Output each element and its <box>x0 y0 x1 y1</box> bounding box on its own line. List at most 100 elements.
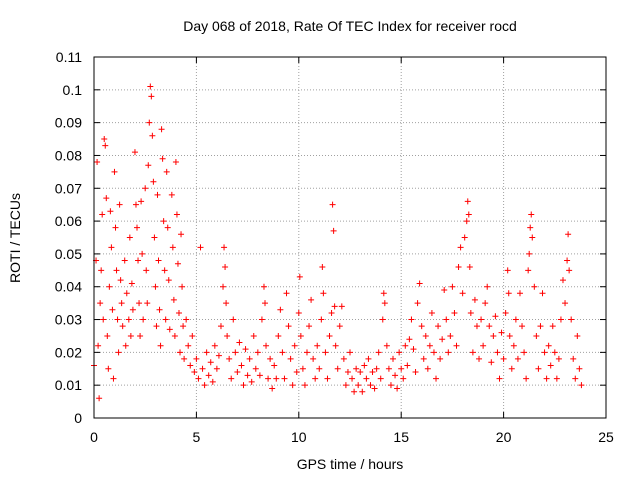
data-point <box>314 342 321 349</box>
y-tick-label: 0.03 <box>55 312 82 328</box>
data-point <box>156 306 163 313</box>
data-point <box>435 323 442 330</box>
data-point <box>209 378 216 385</box>
data-point <box>199 365 206 372</box>
data-point <box>466 264 473 271</box>
data-point <box>281 375 288 382</box>
data-point <box>275 332 282 339</box>
data-point <box>158 126 165 133</box>
data-point <box>172 159 179 166</box>
data-point <box>265 375 272 382</box>
data-point <box>301 382 308 389</box>
data-point <box>168 191 175 198</box>
data-point <box>578 382 585 389</box>
data-point <box>244 372 251 379</box>
data-point <box>119 323 126 330</box>
grid <box>94 57 606 418</box>
data-point <box>179 283 186 290</box>
y-tick-label: 0 <box>74 410 82 426</box>
data-point <box>484 283 491 290</box>
data-point <box>139 250 146 257</box>
data-point <box>293 369 300 376</box>
data-point <box>260 283 267 290</box>
data-point <box>464 198 471 205</box>
data-point <box>367 382 374 389</box>
data-point <box>140 316 147 323</box>
data-point <box>369 369 376 376</box>
data-point <box>505 290 512 297</box>
data-point <box>467 309 474 316</box>
data-point <box>351 388 358 395</box>
data-point <box>545 342 552 349</box>
data-point <box>510 342 517 349</box>
data-point <box>173 211 180 218</box>
y-tick-label: 0.02 <box>55 344 82 360</box>
data-point <box>326 332 333 339</box>
data-point <box>469 349 476 356</box>
data-point <box>410 346 417 353</box>
data-point <box>380 290 387 297</box>
data-point <box>459 290 466 297</box>
y-tick-label: 0.11 <box>56 49 82 65</box>
data-point <box>414 300 421 307</box>
data-point <box>252 365 259 372</box>
data-point <box>125 316 132 323</box>
data-point <box>521 349 528 356</box>
data-point <box>269 385 276 392</box>
data-point <box>129 306 136 313</box>
data-point <box>157 342 164 349</box>
data-point <box>494 349 501 356</box>
data-point <box>178 231 185 238</box>
data-point <box>504 267 511 274</box>
data-point <box>193 355 200 362</box>
y-tick-label: 0.1 <box>63 82 83 98</box>
data-point <box>105 365 112 372</box>
data-point <box>455 264 462 271</box>
data-point <box>377 375 384 382</box>
data-point <box>240 382 247 389</box>
data-point <box>163 168 170 175</box>
y-tick-label: 0.06 <box>55 213 82 229</box>
data-point <box>439 336 446 343</box>
data-point <box>559 277 566 284</box>
data-points <box>91 83 585 402</box>
data-point <box>174 260 181 267</box>
chart-title: Day 068 of 2018, Rate Of TEC Index for r… <box>183 18 517 34</box>
data-point <box>223 300 230 307</box>
data-point <box>151 234 158 241</box>
data-point <box>392 372 399 379</box>
data-point <box>463 218 470 225</box>
data-point <box>408 316 415 323</box>
data-point <box>535 365 542 372</box>
data-point <box>185 342 192 349</box>
data-point <box>498 329 505 336</box>
data-point <box>94 159 101 166</box>
data-point <box>246 355 253 362</box>
data-point <box>433 375 440 382</box>
data-point <box>318 316 325 323</box>
data-point <box>234 369 241 376</box>
data-point <box>324 375 331 382</box>
data-point <box>258 316 265 323</box>
x-tick-label: 15 <box>393 429 409 445</box>
data-point <box>277 306 284 313</box>
data-point <box>526 250 533 257</box>
data-point <box>99 211 106 218</box>
data-point <box>482 300 489 307</box>
data-point <box>553 375 560 382</box>
data-point <box>574 332 581 339</box>
data-point <box>549 323 556 330</box>
data-point <box>576 365 583 372</box>
data-point <box>523 375 530 382</box>
data-point <box>359 388 366 395</box>
data-point <box>254 349 261 356</box>
data-point <box>128 280 135 287</box>
data-point <box>303 349 310 356</box>
data-point <box>355 382 362 389</box>
data-point <box>159 155 166 162</box>
data-point <box>150 178 157 185</box>
data-point <box>273 375 280 382</box>
data-point <box>319 264 326 271</box>
data-point <box>398 365 405 372</box>
y-tick-label: 0.07 <box>55 180 82 196</box>
